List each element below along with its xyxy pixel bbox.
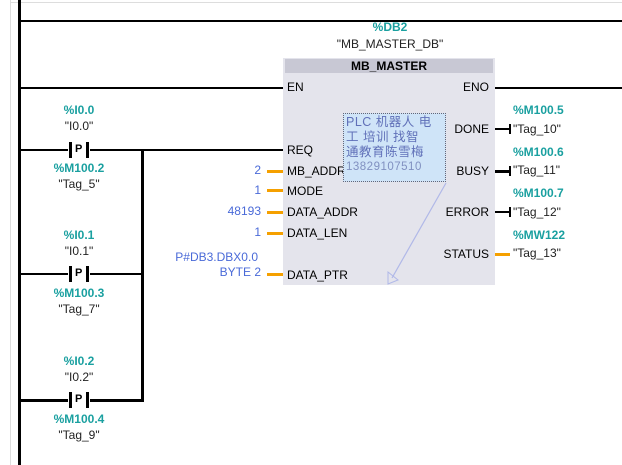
pin-done: DONE [454,122,489,136]
network-separator [18,20,622,22]
contact3-address: %I0.2 [63,354,95,368]
rung2-wire [18,273,68,275]
busy-address: %M100.6 [513,145,564,159]
rung2-wire-2 [90,273,143,275]
error-wire [495,211,510,213]
mb-addr-wire [267,170,283,173]
contact2-address: %I0.1 [63,228,95,242]
mode-wire [267,189,283,192]
data-addr-wire [267,211,283,214]
contact1-address: %I0.0 [63,103,95,117]
pin-mb-addr: MB_ADDR [287,164,346,178]
done-address: %M100.5 [513,103,564,117]
editor-border [10,0,11,465]
comment-line-3: 通教育陈雪梅 [346,145,425,159]
p-edge-contact-2[interactable]: P [69,266,89,282]
data-ptr-value-2[interactable]: BYTE 2 [219,265,261,279]
comment-line-4: 13829107510 [346,161,422,173]
pin-data-ptr: DATA_PTR [287,268,348,282]
p-edge-contact-3[interactable]: P [69,392,89,408]
contact3-edge-address: %M100.4 [53,412,105,426]
contact2-edge-tag[interactable]: "Tag_7" [58,302,100,316]
busy-tag[interactable]: "Tag_11" [513,163,560,177]
or-branch [141,149,144,402]
contact2-edge-address: %M100.3 [53,286,105,300]
left-power-rail [18,0,21,465]
mode-value[interactable]: 1 [254,183,261,197]
pin-data-len: DATA_LEN [287,226,348,240]
busy-terminal [509,166,511,176]
pin-status: STATUS [443,247,489,261]
done-wire [495,128,510,130]
contact3-edge-tag[interactable]: "Tag_9" [58,428,100,442]
busy-wire [495,170,510,173]
done-tag[interactable]: "Tag_10" [513,122,561,136]
data-len-value[interactable]: 1 [254,225,261,239]
en-wire [18,87,283,89]
pin-error: ERROR [445,205,489,219]
pin-req: REQ [287,143,314,157]
error-tag[interactable]: "Tag_12" [513,205,561,219]
done-terminal [509,124,511,134]
top-border [10,2,622,3]
instance-db-address: %DB2 [372,20,408,34]
data-ptr-wire [267,273,283,276]
comment-line-2: 工 培训 找智 [346,130,419,144]
p-edge-contact-1[interactable]: P [69,142,89,158]
comment-pointer [387,182,447,285]
req-wire-2 [90,149,283,151]
contact3-tag[interactable]: "I0.2" [64,370,94,384]
pin-busy: BUSY [456,164,489,178]
contact2-tag[interactable]: "I0.1" [64,244,94,258]
status-address: %MW122 [513,228,566,242]
req-wire [18,149,68,151]
rung3-wire-2 [90,399,143,402]
data-ptr-value-1[interactable]: P#DB3.DBX0.0 [175,250,258,264]
rung3-wire [18,399,68,402]
contact1-edge-address: %M100.2 [53,161,105,175]
instance-db-name[interactable]: "MB_MASTER_DB" [336,37,444,51]
contact1-edge-tag[interactable]: "Tag_5" [58,177,100,191]
error-terminal [509,207,511,217]
pin-en: EN [287,80,304,94]
data-len-wire [267,232,283,235]
contact1-tag[interactable]: "I0.0" [64,119,94,133]
status-tag[interactable]: "Tag_13" [513,246,561,260]
comment-line-1: PLC 机器人 电 [346,115,432,129]
error-address: %M100.7 [513,186,564,200]
status-wire [495,253,510,256]
block-title: MB_MASTER [285,59,493,73]
eno-wire [495,87,622,89]
comment-box[interactable]: PLC 机器人 电 工 培训 找智 通教育陈雪梅 13829107510 [343,113,446,182]
mb-addr-value[interactable]: 2 [254,163,261,177]
pin-data-addr: DATA_ADDR [287,205,358,219]
pin-mode: MODE [287,184,323,198]
data-addr-value[interactable]: 48193 [227,204,261,218]
pin-eno: ENO [462,80,489,94]
